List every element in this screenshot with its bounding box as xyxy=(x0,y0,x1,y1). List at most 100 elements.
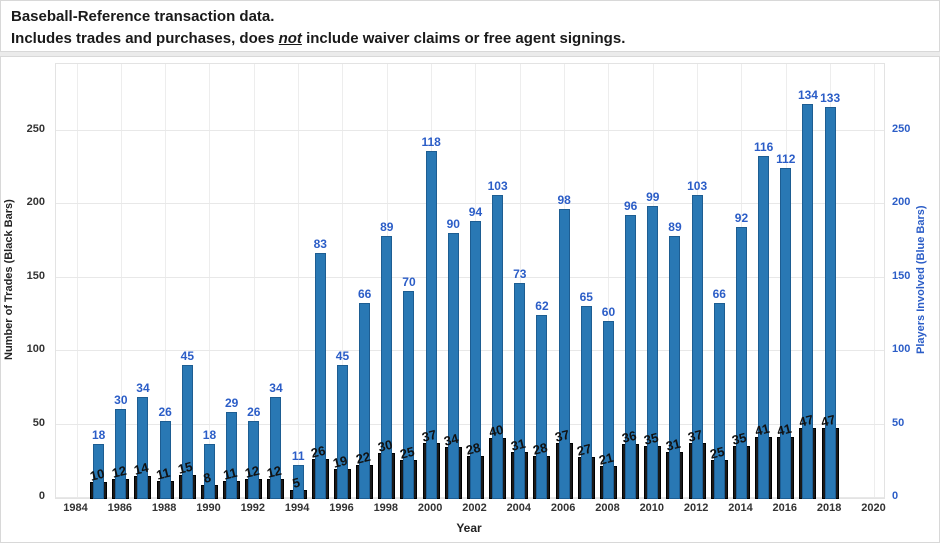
right-y-tick-label: 50 xyxy=(892,416,905,429)
players-bar xyxy=(425,150,437,500)
players-bar xyxy=(403,291,415,499)
right-y-tick-label: 200 xyxy=(892,196,911,209)
left-y-tick-label: 100 xyxy=(26,343,45,356)
players-bar xyxy=(226,411,238,500)
y-gridline xyxy=(56,350,884,352)
players-value-label: 45 xyxy=(180,348,194,363)
left-y-tick-label: 250 xyxy=(26,123,45,135)
players-bar xyxy=(691,194,703,500)
x-tick-label: 1996 xyxy=(329,502,354,514)
players-value-label: 18 xyxy=(91,428,106,443)
right-y-tick-label: 100 xyxy=(892,343,911,356)
title-line2-prefix: Includes trades and purchases, does xyxy=(11,30,279,47)
right-y-tick-label: 0 xyxy=(892,490,899,502)
x-tick-label: 2020 xyxy=(861,502,886,514)
x-gridline xyxy=(608,64,610,498)
x-gridline xyxy=(209,64,211,498)
players-value-label: 62 xyxy=(535,298,549,313)
players-bar xyxy=(336,364,348,500)
players-value-label: 34 xyxy=(136,381,150,396)
left-y-tick-label: 200 xyxy=(26,196,45,209)
players-bar xyxy=(824,106,836,500)
players-bar xyxy=(625,215,637,499)
x-gridline xyxy=(519,64,521,498)
players-bar xyxy=(93,444,105,499)
chart-panel: Number of Trades (Black Bars) Players In… xyxy=(0,56,940,543)
players-bar xyxy=(359,303,371,499)
left-y-tick-label: 150 xyxy=(26,269,45,282)
players-bar xyxy=(647,206,659,499)
x-gridline xyxy=(874,64,876,498)
x-axis-title: Year xyxy=(456,521,482,535)
left-y-tick-label: 0 xyxy=(38,490,45,502)
title-line2-suffix: include waiver claims or free agent sign… xyxy=(301,30,626,47)
x-tick-label: 1986 xyxy=(107,502,133,514)
players-bar xyxy=(137,397,149,499)
players-value-label: 103 xyxy=(487,178,508,193)
players-bar xyxy=(381,235,393,500)
players-bar xyxy=(758,156,770,499)
players-value-label: 45 xyxy=(335,348,350,363)
x-gridline xyxy=(253,64,255,498)
plot-area: 10 18 12 30 14 34 11 26 15 45 8 18 11 29 12 26 12 34 5 11 26… xyxy=(55,63,885,500)
players-value-label: 133 xyxy=(820,90,841,105)
players-value-label: 89 xyxy=(380,219,394,234)
players-value-label: 26 xyxy=(158,404,172,419)
chart-header: Baseball-Reference transaction data. Inc… xyxy=(0,0,940,52)
x-tick-label: 1988 xyxy=(151,502,177,514)
players-bar xyxy=(536,314,548,500)
players-bar xyxy=(469,221,481,499)
x-gridline xyxy=(298,64,300,498)
x-tick-label: 2008 xyxy=(595,502,620,514)
players-bar xyxy=(713,303,725,499)
x-tick-label: 1984 xyxy=(63,502,88,514)
players-value-label: 89 xyxy=(668,219,682,234)
players-bar xyxy=(292,464,304,500)
players-bar xyxy=(203,444,215,499)
players-bar xyxy=(270,397,282,499)
players-value-label: 30 xyxy=(114,392,128,407)
players-value-label: 99 xyxy=(646,190,660,205)
x-tick-label: 2012 xyxy=(683,502,709,514)
players-bar xyxy=(115,408,127,500)
players-value-label: 18 xyxy=(202,428,217,443)
trades-value-label: 37 xyxy=(686,426,705,445)
x-tick-label: 2006 xyxy=(550,502,576,514)
y-gridline xyxy=(56,423,884,425)
x-tick-label: 1990 xyxy=(196,502,221,514)
x-tick-label: 2000 xyxy=(417,502,443,514)
right-y-tick-label: 250 xyxy=(892,123,911,135)
players-bar xyxy=(447,232,459,500)
players-bar xyxy=(669,235,681,500)
players-bar xyxy=(602,320,614,500)
title-line2-emphasis: not xyxy=(278,30,302,47)
x-gridline xyxy=(76,64,78,498)
players-value-label: 70 xyxy=(402,275,416,290)
players-value-label: 66 xyxy=(357,287,372,302)
x-gridline xyxy=(120,64,122,498)
x-tick-label: 2016 xyxy=(772,502,798,514)
x-tick-label: 2004 xyxy=(506,502,532,514)
x-tick-label: 2014 xyxy=(728,502,753,514)
players-bar xyxy=(735,226,747,500)
y-gridline xyxy=(56,276,884,278)
chart-title-line1: Baseball-Reference transaction data. xyxy=(11,8,275,25)
players-value-label: 34 xyxy=(269,381,283,396)
players-bar xyxy=(159,420,171,500)
players-bar xyxy=(558,209,570,499)
players-bar xyxy=(248,420,260,500)
trades-value-label: 37 xyxy=(553,426,572,445)
x-tick-label: 2018 xyxy=(816,502,842,514)
players-value-label: 26 xyxy=(247,404,261,419)
y-gridline xyxy=(56,203,884,205)
players-bar xyxy=(780,168,792,499)
x-tick-label: 1998 xyxy=(373,502,399,514)
chart-title-line2: Includes trades and purchases, does not … xyxy=(1,28,939,50)
players-bar xyxy=(514,282,526,500)
players-value-label: 118 xyxy=(421,134,441,149)
players-value-label: 116 xyxy=(753,140,774,155)
x-tick-label: 2002 xyxy=(462,502,487,514)
players-value-label: 94 xyxy=(468,205,483,220)
players-value-label: 29 xyxy=(224,395,239,410)
players-value-label: 134 xyxy=(797,87,818,102)
